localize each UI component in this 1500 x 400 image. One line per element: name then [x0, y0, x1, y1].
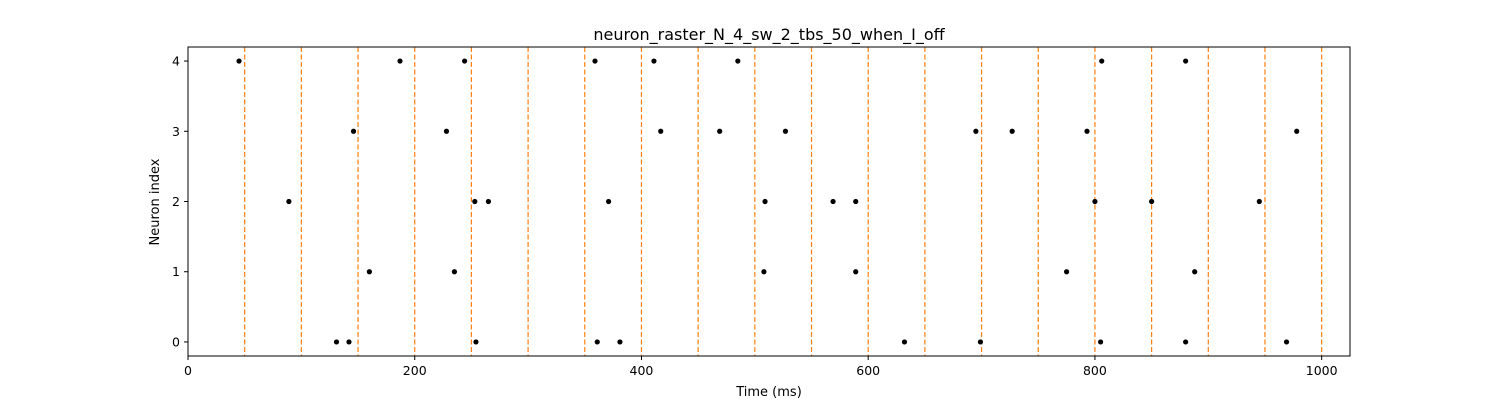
spike-point [830, 198, 836, 205]
spike-point [366, 269, 372, 275]
spike-point [853, 269, 859, 275]
spike-point [717, 128, 723, 134]
spike-point [1294, 128, 1300, 134]
spike-point [1183, 58, 1189, 64]
spike-point [761, 269, 767, 275]
spike-point [333, 339, 340, 345]
spike-point [1092, 198, 1098, 205]
spike-point [1283, 339, 1290, 345]
x-tick-label: 0 [184, 363, 192, 378]
spike-point [472, 198, 478, 205]
spike-point [1256, 198, 1262, 205]
spike-point [1084, 128, 1090, 134]
spike-point [594, 339, 600, 345]
spike-point [658, 128, 664, 134]
plot-frame [187, 46, 1351, 357]
spike-point [346, 339, 352, 345]
y-tick-label: 3 [172, 124, 180, 139]
spike-point [977, 339, 984, 345]
y-tick-label: 2 [172, 194, 180, 209]
spike-point [782, 128, 789, 134]
y-tick-label: 4 [172, 54, 180, 69]
spike-point [605, 198, 612, 205]
spike-point [762, 198, 768, 205]
spike-point [1099, 58, 1105, 64]
spike-point [1063, 269, 1070, 275]
spike-point [651, 58, 657, 64]
spike-point [397, 58, 403, 64]
x-tick-label: 200 [403, 363, 427, 378]
x-axis: 0 200 400 600 800 1000 [184, 356, 1338, 378]
x-axis-label: Time (ms) [735, 385, 802, 400]
spike-point [1009, 128, 1015, 134]
y-tick-label: 0 [172, 334, 180, 349]
spike-point [451, 269, 458, 275]
spike-point [617, 339, 623, 345]
chart-title: neuron_raster_N_4_sw_2_tbs_50_when_I_off [593, 25, 945, 45]
y-axis: 0 1 2 3 4 [172, 54, 188, 349]
spike-point [1192, 269, 1198, 275]
spike-point [462, 58, 468, 64]
spike-point [853, 198, 859, 205]
spike-point [485, 198, 492, 205]
y-axis-label: Neuron index [148, 158, 163, 245]
x-tick-label: 400 [630, 363, 654, 378]
spike-point [286, 198, 292, 205]
spike-point [592, 58, 598, 64]
spike-point [350, 128, 357, 134]
spike-point [1097, 339, 1104, 345]
spike-points [236, 58, 1300, 345]
spike-point [1149, 198, 1155, 205]
event-marker-lines [244, 47, 1323, 356]
spike-point [735, 58, 741, 64]
x-tick-label: 1000 [1306, 363, 1338, 378]
y-tick-label: 1 [172, 264, 180, 279]
x-tick-label: 600 [856, 363, 880, 378]
spike-point [901, 339, 908, 345]
spike-point [236, 58, 242, 64]
spike-point [973, 128, 979, 134]
x-tick-label: 800 [1083, 363, 1107, 378]
spike-point [443, 128, 450, 134]
spike-point [473, 339, 479, 345]
spike-point [1183, 339, 1189, 345]
